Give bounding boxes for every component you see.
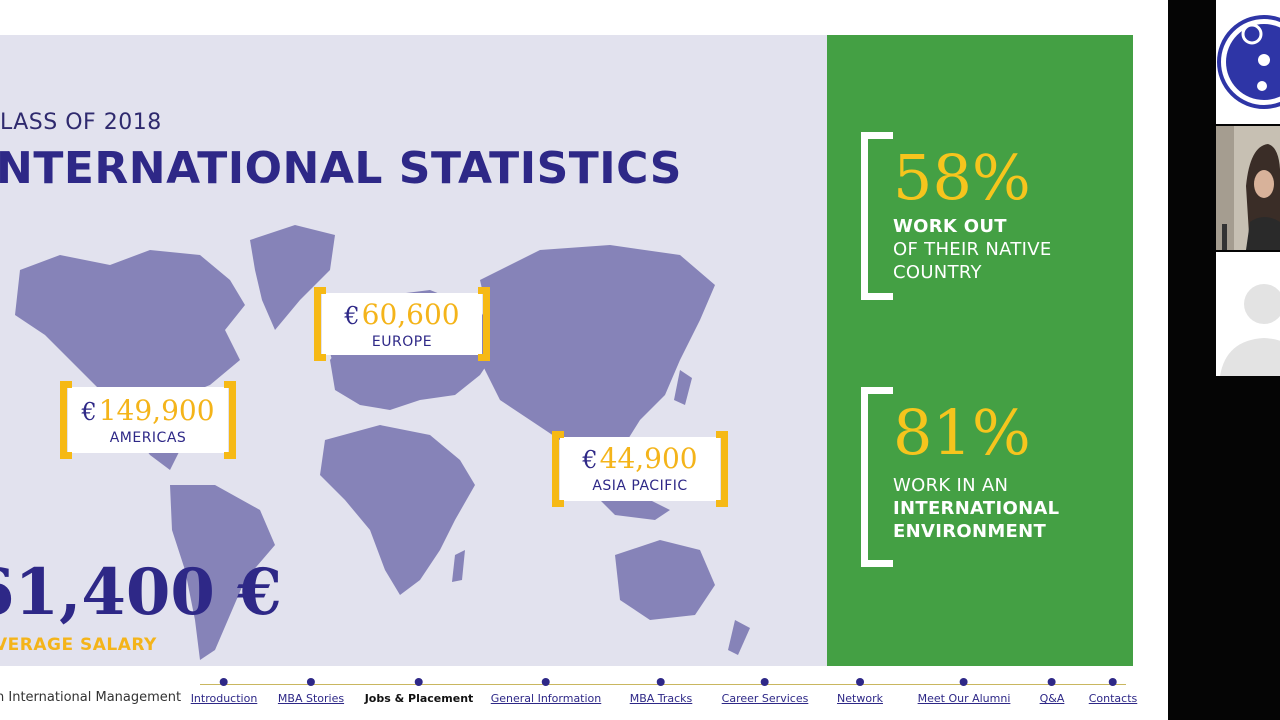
salary-value: 149,900 (98, 394, 215, 427)
nav-item-career-services[interactable]: Career Services (721, 678, 809, 705)
stat-text-1: WORK OUT OF THEIR NATIVE COUNTRY (893, 215, 1052, 284)
nav-item-jobs-placement[interactable]: Jobs & Placement (364, 678, 474, 705)
user-avatar-icon (1216, 252, 1280, 376)
greenland-shape (250, 225, 335, 330)
salary-value: 60,600 (361, 298, 460, 331)
stat-line: OF THEIR NATIVE (893, 239, 1052, 260)
stat-line: WORK IN AN (893, 475, 1009, 496)
average-salary-label: VERAGE SALARY (0, 635, 157, 655)
new-zealand-shape (728, 620, 750, 655)
nav-dot (220, 678, 228, 686)
nav-link-active[interactable]: Jobs & Placement (364, 692, 474, 705)
bracket-right (478, 287, 490, 361)
japan-shape (674, 370, 692, 405)
salary-amount: €44,900 (560, 443, 720, 476)
nav-link[interactable]: Introduction (190, 692, 258, 705)
nav-item-introduction[interactable]: Introduction (190, 678, 258, 705)
nav-item-general-information[interactable]: General Information (490, 678, 602, 705)
nav-item-meet-our-alumni[interactable]: Meet Our Alumni (917, 678, 1011, 705)
slide-headline: NTERNATIONAL STATISTICS (0, 143, 682, 194)
australia-shape (615, 540, 715, 620)
salary-box-americas: €149,900 AMERICAS (60, 381, 236, 459)
bear-logo-icon (1216, 0, 1280, 124)
nav-dot (761, 678, 769, 686)
nav-dot (1047, 678, 1056, 686)
nav-item-qa[interactable]: Q&A (1039, 678, 1065, 705)
participant-tile-camera[interactable] (1216, 126, 1280, 250)
stat-percent-1: 58% (893, 141, 1031, 214)
stat-line-bold: WORK OUT (893, 216, 1007, 237)
salary-amount: €149,900 (68, 395, 228, 428)
nav-item-mba-tracks[interactable]: MBA Tracks (629, 678, 693, 705)
nav-link[interactable]: MBA Tracks (629, 692, 693, 705)
region-label: EUROPE (371, 334, 433, 350)
nav-link[interactable]: Meet Our Alumni (917, 692, 1011, 705)
nav-dot (960, 678, 968, 686)
currency-symbol: € (344, 302, 360, 330)
africa-shape (320, 425, 475, 595)
salary-box-europe: €60,600 EUROPE (314, 287, 490, 361)
salary-value: 44,900 (599, 442, 698, 475)
south-america-shape (170, 485, 275, 660)
stat-text-2: WORK IN AN INTERNATIONAL ENVIRONMENT (893, 474, 1059, 543)
stat-line-bold: INTERNATIONAL (893, 498, 1060, 519)
nav-dot (414, 678, 423, 686)
stat-percent-2: 81% (893, 396, 1031, 469)
nav-link[interactable]: MBA Stories (277, 692, 345, 705)
stats-panel: 58% WORK OUT OF THEIR NATIVE COUNTRY 81%… (827, 35, 1133, 666)
stat-bracket-1 (861, 132, 893, 300)
bracket-left (314, 287, 326, 361)
average-salary-value: 61,400 € (0, 555, 282, 630)
nav-link[interactable]: Network (837, 692, 883, 705)
slide-main-panel: LASS OF 2018 NTERNATIONAL STATISTICS (0, 35, 827, 666)
stat-line-bold: ENVIRONMENT (893, 521, 1047, 542)
slide-kicker: LASS OF 2018 (0, 110, 162, 135)
nav-link[interactable]: Contacts (1088, 692, 1138, 705)
stat-line: COUNTRY (893, 262, 982, 283)
nav-link[interactable]: Q&A (1039, 692, 1065, 705)
person-video-icon (1216, 126, 1280, 250)
nav-link[interactable]: General Information (490, 692, 602, 705)
currency-symbol: € (582, 446, 598, 474)
madagascar-shape (452, 550, 465, 582)
salary-amount: €60,600 (322, 299, 482, 332)
nav-item-network[interactable]: Network (837, 678, 883, 705)
north-america-shape (15, 250, 245, 425)
currency-symbol: € (81, 398, 97, 426)
slide-navigation: n International Management Introduction … (0, 670, 1168, 720)
salary-box-asia-pacific: €44,900 ASIA PACIFIC (552, 431, 728, 507)
course-title: n International Management (0, 690, 182, 705)
region-label: AMERICAS (109, 430, 187, 446)
nav-link[interactable]: Career Services (721, 692, 809, 705)
indonesia-shape (600, 495, 670, 520)
nav-dot (656, 678, 665, 686)
bracket-right (716, 431, 728, 507)
nav-dot (542, 678, 550, 686)
participant-tile-avatar[interactable] (1216, 252, 1280, 376)
region-label: ASIA PACIFIC (592, 478, 688, 494)
stat-bracket-2 (861, 387, 893, 567)
nav-item-mba-stories[interactable]: MBA Stories (278, 678, 344, 705)
asia-shape (480, 245, 715, 470)
bracket-left (60, 381, 72, 459)
bracket-left (552, 431, 564, 507)
nav-item-contacts[interactable]: Contacts (1088, 678, 1138, 705)
nav-dot (856, 678, 864, 686)
bracket-right (224, 381, 236, 459)
video-participants-strip (1168, 0, 1280, 720)
nav-dot (1109, 678, 1117, 686)
participant-tile-logo[interactable] (1216, 0, 1280, 124)
nav-dot (306, 678, 315, 686)
